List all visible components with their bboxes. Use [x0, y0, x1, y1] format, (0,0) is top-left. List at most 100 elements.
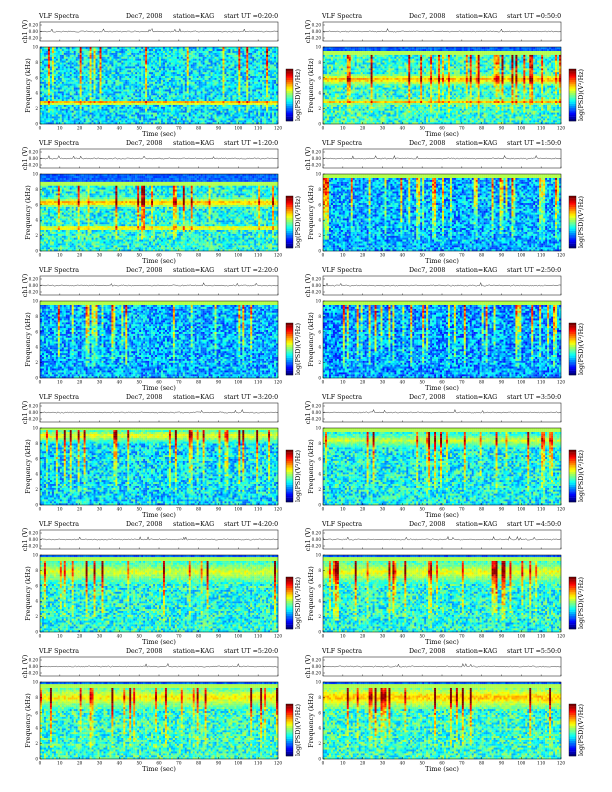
heatmap-cell: [212, 85, 215, 88]
heatmap-cell: [103, 93, 106, 96]
heatmap-cell: [250, 108, 253, 111]
heatmap-cell: [49, 81, 53, 84]
heatmap-cell: [75, 62, 78, 65]
heatmap-cell: [232, 122, 235, 125]
heatmap-cell: [81, 116, 84, 119]
heatmap-cell: [99, 114, 102, 117]
heatmap-cell: [85, 122, 88, 125]
heatmap-cell: [186, 87, 189, 90]
heatmap-cell: [244, 97, 247, 100]
heatmap-cell: [186, 98, 189, 102]
heatmap-cell: [63, 72, 66, 75]
heatmap-cell: [101, 60, 104, 63]
heatmap-cell: [103, 66, 106, 69]
heatmap-cell: [79, 64, 82, 67]
heatmap-cell: [166, 122, 170, 125]
heatmap-cell: [129, 68, 132, 71]
heatmap-cell: [63, 77, 66, 80]
heatmap-cell: [210, 100, 213, 103]
heatmap-cell: [274, 62, 277, 65]
heatmap-cell: [246, 89, 249, 92]
heatmap-cell: [145, 73, 148, 77]
heatmap-cell: [246, 87, 249, 90]
heatmap-cell: [109, 97, 112, 100]
heatmap-cell: [75, 97, 78, 100]
heatmap-cell: [107, 68, 110, 71]
heatmap-cell: [69, 54, 72, 57]
heatmap-cell: [276, 104, 279, 107]
heatmap-cell: [266, 73, 269, 77]
heatmap-cell: [276, 120, 279, 123]
heatmap-cell: [159, 66, 162, 69]
y-tick-label: 2: [35, 106, 38, 111]
heatmap-cell: [220, 56, 223, 59]
heatmap-cell: [67, 91, 70, 94]
heatmap-cell: [220, 52, 223, 55]
heatmap-cell: [168, 48, 172, 51]
heatmap-cell: [89, 70, 92, 73]
heatmap-cell: [45, 70, 49, 73]
heatmap-cell: [71, 52, 74, 55]
heatmap-cell: [67, 66, 70, 69]
heatmap-cell: [89, 48, 92, 51]
heatmap-cell: [162, 48, 166, 51]
heatmap-cell: [214, 116, 217, 119]
heatmap-cell: [256, 81, 259, 84]
heatmap-cell: [166, 77, 170, 80]
heatmap-cell: [232, 70, 235, 73]
heatmap-cell: [47, 52, 51, 55]
heatmap-cell: [43, 75, 47, 78]
heatmap-cell: [129, 104, 132, 107]
heatmap-cell: [127, 120, 130, 123]
heatmap-cell: [123, 85, 126, 88]
heatmap-cell: [63, 73, 66, 77]
heatmap-cell: [151, 110, 154, 113]
heatmap-cell: [43, 54, 47, 57]
heatmap-cell: [117, 114, 120, 117]
heatmap-cell: [220, 64, 223, 67]
heatmap-cell: [188, 56, 191, 59]
heatmap-cell: [176, 81, 179, 84]
heatmap-cell: [254, 50, 257, 53]
heatmap-cell: [206, 62, 209, 65]
heatmap-cell: [244, 60, 247, 63]
heatmap-cell: [178, 114, 181, 117]
heatmap-cell: [115, 97, 118, 100]
heatmap-cell: [200, 95, 203, 98]
heatmap-cell: [69, 112, 72, 115]
heatmap-cell: [250, 58, 253, 61]
heatmap-cell: [238, 108, 241, 111]
heatmap-cell: [89, 50, 92, 53]
heatmap-cell: [230, 83, 233, 86]
heatmap-cell: [127, 118, 130, 121]
heatmap-cell: [220, 108, 223, 111]
heatmap-cell: [93, 72, 96, 75]
heatmap-cell: [147, 118, 150, 121]
heatmap-cell: [210, 60, 213, 63]
heatmap-cell: [155, 54, 158, 57]
heatmap-cell: [89, 62, 92, 65]
heatmap-cell: [276, 102, 279, 105]
heatmap-cell: [162, 112, 166, 115]
heatmap-cell: [71, 64, 74, 67]
heatmap-cell: [234, 102, 237, 105]
heatmap-cell: [380, 122, 383, 125]
heatmap-cell: [107, 95, 110, 98]
heatmap-cell: [236, 79, 239, 82]
heatmap-cell: [180, 62, 183, 65]
heatmap-cell: [43, 70, 47, 73]
heatmap-cell: [87, 50, 90, 53]
heatmap-cell: [135, 64, 138, 67]
heatmap-cell: [180, 64, 183, 67]
heatmap-cell: [143, 70, 146, 73]
heatmap-cell: [101, 58, 104, 61]
heatmap-cell: [174, 79, 177, 82]
heatmap-cell: [71, 66, 74, 69]
heatmap-cell: [151, 52, 154, 55]
heatmap-cell: [85, 68, 88, 71]
heatmap-cell: [184, 60, 187, 63]
heatmap-cell: [178, 62, 181, 65]
heatmap-cell: [67, 100, 70, 103]
heatmap-cell: [190, 120, 193, 123]
heatmap-cell: [162, 56, 166, 59]
